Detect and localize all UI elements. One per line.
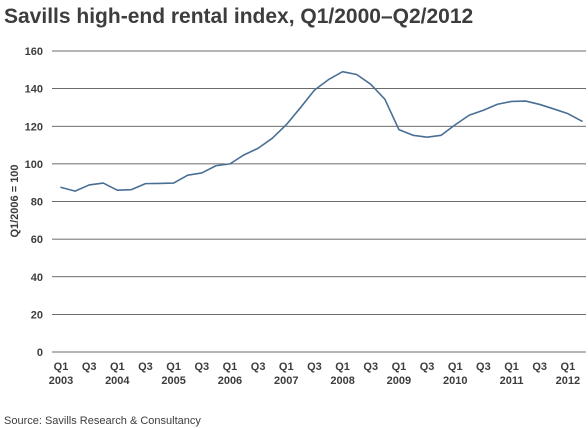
x-tick-quarter-label: Q1: [54, 361, 69, 373]
x-tick-year-label: 2003: [49, 375, 73, 387]
series-line: [60, 70, 583, 192]
source-note: Source: Savills Research & Consultancy: [4, 415, 201, 427]
x-tick-quarter-label: Q3: [420, 361, 435, 373]
x-tick-year-label: 2007: [274, 375, 298, 387]
x-tick-quarter-label: Q1: [279, 361, 294, 373]
x-axis-ticks: Q1 2003 Q3 Q1 2004 Q3 Q1 2005 Q3 Q1 2006 Q3 Q1 2007 Q3…: [49, 361, 580, 387]
grid-lines: [52, 50, 586, 353]
y-axis-label: Q1/2006 = 100: [9, 164, 21, 237]
x-tick-quarter-label: Q1: [335, 361, 350, 373]
x-tick-quarter-label: Q3: [138, 361, 153, 373]
x-tick-quarter-label: Q1: [448, 361, 463, 373]
x-tick-year-label: 2009: [387, 375, 411, 387]
x-tick-quarter-label: Q1: [166, 361, 181, 373]
y-tick-label: 40: [31, 272, 43, 284]
x-tick-year-label: 2006: [218, 375, 242, 387]
x-tick-year-label: 2012: [556, 375, 580, 387]
x-tick-quarter-label: Q3: [82, 361, 97, 373]
x-tick-year-label: 2008: [330, 375, 354, 387]
y-tick-label: 80: [31, 197, 43, 209]
chart-title: Savills high-end rental index, Q1/2000–Q…: [4, 5, 473, 28]
y-tick-label: 20: [31, 309, 43, 321]
y-axis-ticks: 0 20 40 60 80 100 120 140 160: [25, 46, 43, 359]
y-tick-label: 120: [25, 121, 43, 133]
x-tick-year-label: 2004: [105, 375, 130, 387]
x-tick-quarter-label: Q1: [392, 361, 407, 373]
series-group: [60, 70, 583, 192]
y-tick-label: 0: [37, 347, 43, 359]
x-tick-quarter-label: Q1: [504, 361, 519, 373]
x-tick-year-label: 2010: [443, 375, 467, 387]
y-tick-label: 60: [31, 234, 43, 246]
x-tick-quarter-label: Q3: [251, 361, 266, 373]
x-tick-quarter-label: Q1: [110, 361, 125, 373]
y-tick-label: 160: [25, 46, 43, 58]
x-tick-quarter-label: Q1: [223, 361, 238, 373]
x-tick-year-label: 2011: [500, 375, 524, 387]
x-tick-quarter-label: Q3: [194, 361, 209, 373]
y-tick-label: 100: [25, 159, 43, 171]
x-tick-quarter-label: Q3: [363, 361, 378, 373]
x-tick-quarter-label: Q3: [532, 361, 547, 373]
x-tick-year-label: 2005: [161, 375, 185, 387]
x-tick-quarter-label: Q1: [561, 361, 576, 373]
x-tick-quarter-label: Q3: [307, 361, 322, 373]
y-tick-label: 140: [25, 84, 43, 96]
x-tick-quarter-label: Q3: [476, 361, 491, 373]
